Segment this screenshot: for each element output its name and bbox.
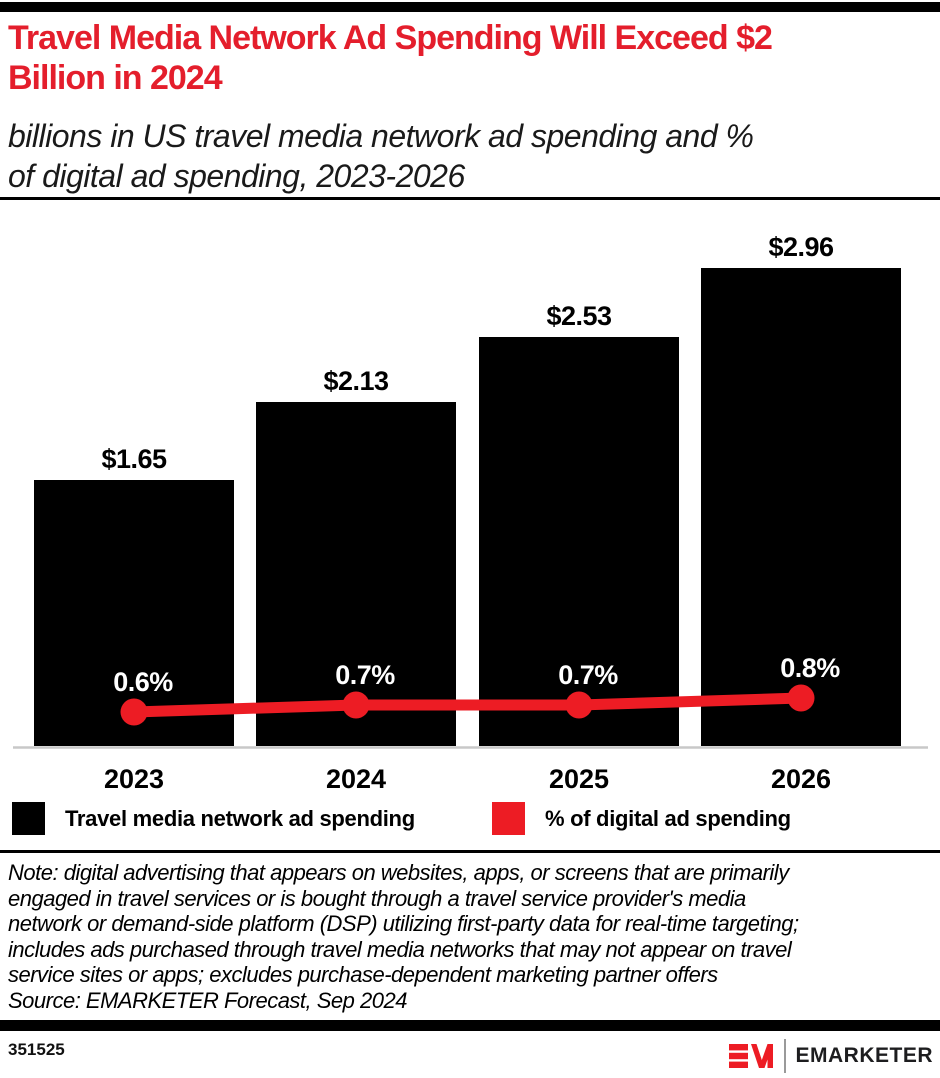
pct-dot-2025 (565, 691, 593, 719)
x-axis-label-2023: 2023 (104, 764, 164, 794)
bottom-divider-bar (0, 1020, 940, 1031)
legend-item-bar-series: Travel media network ad spending (12, 802, 415, 835)
note-text: Note: digital advertising that appears o… (8, 860, 799, 987)
legend-label-line: % of digital ad spending (545, 805, 791, 831)
bar-value-label-2025: $2.53 (546, 301, 612, 331)
header-divider (0, 197, 940, 200)
pct-label-2023: 0.6% (113, 667, 173, 697)
em-monogram-icon (729, 1044, 774, 1068)
pct-dot-2024 (342, 691, 370, 719)
chart-area: $1.65 2023 $2.13 2024 $2.53 2025 $2.96 2026 0.6%… (0, 200, 940, 800)
x-axis-label-2024: 2024 (326, 764, 386, 794)
bar-2024 (256, 402, 456, 746)
x-axis-label-2026: 2026 (771, 764, 831, 794)
bar-value-label-2023: $1.65 (101, 444, 167, 474)
bar-2025 (479, 337, 679, 746)
legend-item-line-series: % of digital ad spending (492, 802, 791, 835)
chart-id: 351525 (8, 1040, 65, 1059)
emarketer-logo: EMARKETER (729, 1038, 933, 1074)
pct-label-2024: 0.7% (335, 660, 395, 690)
bar-value-label-2026: $2.96 (768, 232, 834, 262)
pct-line (133, 692, 802, 718)
chart-svg: $1.65 2023 $2.13 2024 $2.53 2025 $2.96 2026 0.6%… (13, 232, 928, 794)
bar-2026 (701, 268, 901, 746)
note-divider (0, 850, 940, 853)
source-text: Source: EMARKETER Forecast, Sep 2024 (8, 987, 407, 1013)
chart-title: Travel Media Network Ad Spending Will Ex… (8, 19, 773, 97)
pct-dot-2023 (120, 698, 148, 726)
pct-label-2026: 0.8% (780, 653, 840, 683)
chart-subtitle: billions in US travel media network ad s… (8, 118, 754, 194)
bar-value-label-2024: $2.13 (323, 366, 389, 396)
legend-swatch-bar (12, 802, 45, 835)
note-block: Note: digital advertising that appears o… (8, 860, 936, 1013)
pct-dot-2026 (787, 684, 815, 712)
top-divider-bar (0, 2, 940, 12)
x-axis-label-2025: 2025 (549, 764, 609, 794)
logo-wordmark: EMARKETER (795, 1044, 933, 1067)
legend-label-bar: Travel media network ad spending (65, 805, 415, 831)
legend-swatch-line (492, 802, 525, 835)
logo-divider (784, 1039, 787, 1073)
pct-label-2025: 0.7% (558, 660, 618, 690)
